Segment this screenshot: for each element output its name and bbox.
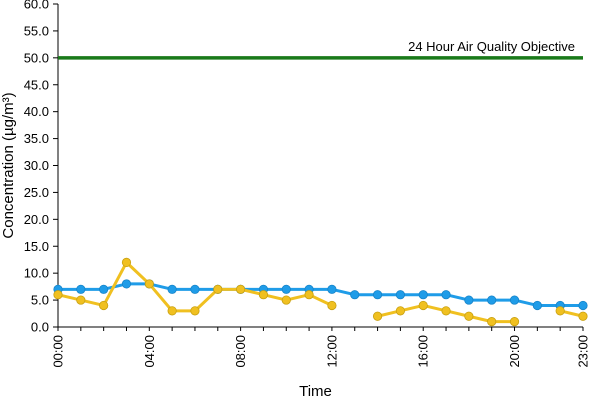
- series-1-point: [509, 295, 520, 305]
- series-1: [53, 279, 588, 311]
- series-2-point: [213, 284, 223, 294]
- series-1-point: [372, 290, 383, 300]
- y-tick-label: 40.0: [24, 104, 49, 119]
- series-1-point: [441, 290, 451, 300]
- series-2-point: [304, 290, 314, 300]
- series-1-point: [281, 284, 291, 294]
- series-2-point: [236, 284, 246, 294]
- series-2-point: [167, 306, 177, 316]
- series-2-point: [99, 300, 109, 311]
- series-2-point: [395, 306, 405, 316]
- series-2-point: [121, 257, 132, 267]
- y-tick-label: 45.0: [24, 77, 49, 92]
- series-1-point: [578, 300, 588, 311]
- series-2-point: [555, 306, 565, 316]
- x-tick-label: 20:00: [507, 335, 522, 368]
- y-tick-label: 35.0: [24, 131, 49, 146]
- x-tick-label: 04:00: [142, 335, 157, 368]
- series-2-point: [190, 306, 200, 316]
- x-axis-title: Time: [299, 383, 332, 400]
- y-axis-title: Concentration (µg/m³): [0, 92, 17, 238]
- y-tick-label: 55.0: [24, 23, 49, 38]
- x-tick-label: 16:00: [416, 335, 431, 368]
- series-1-point: [99, 284, 109, 294]
- y-tick-label: 20.0: [24, 212, 49, 227]
- series-1-point: [327, 284, 337, 294]
- x-tick-label: 00:00: [51, 335, 66, 368]
- series-1-point: [464, 295, 474, 305]
- y-tick-label: 30.0: [24, 158, 49, 173]
- y-tick-label: 25.0: [24, 185, 49, 200]
- series-2-point: [258, 290, 269, 300]
- series-1-point: [487, 295, 497, 305]
- series-1-point: [418, 290, 428, 300]
- series-1-point: [395, 290, 405, 300]
- series-2: [53, 257, 588, 327]
- y-tick-label: 50.0: [24, 50, 49, 65]
- series-2-point: [53, 290, 63, 300]
- series-2-point: [441, 306, 451, 316]
- series-2-point: [487, 317, 497, 327]
- y-tick-label: 60.0: [24, 0, 49, 12]
- series-2-point: [372, 311, 383, 321]
- series-2-point: [327, 300, 337, 311]
- series-1-point: [76, 284, 86, 294]
- series-2-point: [281, 295, 291, 305]
- x-tick-label: 12:00: [324, 335, 339, 368]
- series-2-point: [76, 295, 86, 305]
- series-1-point: [190, 284, 200, 294]
- x-tick-label: 23:00: [576, 335, 591, 368]
- x-tick-label: 08:00: [233, 335, 248, 368]
- series-2-point: [578, 311, 588, 321]
- y-tick-label: 5.0: [31, 293, 49, 308]
- series-1-point: [350, 290, 360, 300]
- objective-label: 24 Hour Air Quality Objective: [408, 39, 575, 54]
- series-2-point: [144, 279, 154, 289]
- y-tick-label: 10.0: [24, 266, 49, 281]
- series-2-point: [418, 300, 428, 311]
- series-1-point: [167, 284, 177, 294]
- series-1-line: [58, 282, 583, 307]
- series-2-point: [509, 317, 520, 327]
- series-2-point: [464, 311, 474, 321]
- series-1-point: [121, 279, 132, 289]
- y-tick-label: 15.0: [24, 239, 49, 254]
- series-1-point: [532, 300, 542, 311]
- plot-area: 0.0 5.0 10.0 15.0 20.0 25.0 30.0 35.0 40.0 45.0 50…: [24, 0, 591, 368]
- y-tick-label: 0.0: [31, 320, 49, 335]
